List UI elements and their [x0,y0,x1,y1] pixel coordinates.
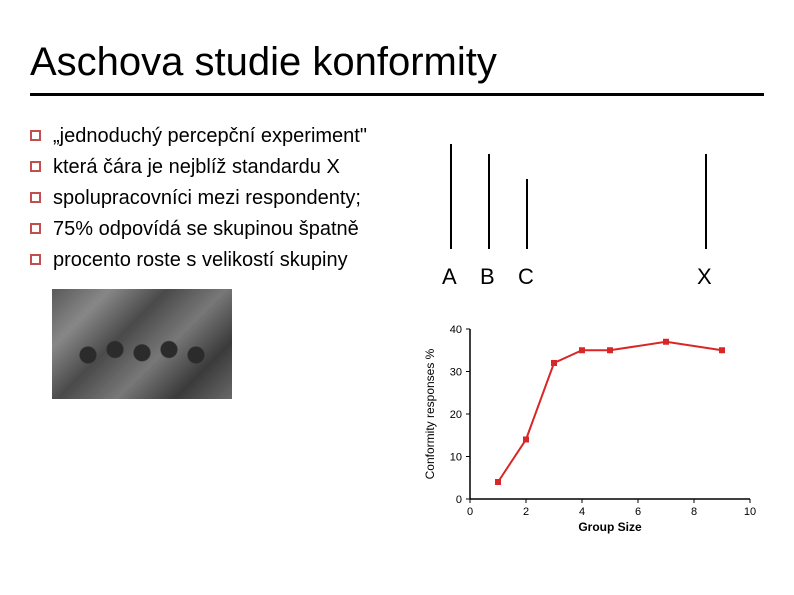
bullet-icon [30,192,41,203]
bullet-icon [30,161,41,172]
comparison-line-C [526,179,528,249]
title-underline [30,93,764,96]
svg-text:10: 10 [450,452,462,464]
svg-text:40: 40 [450,324,462,336]
list-item: „jednoduchý percepční experiment" [30,124,390,149]
line-label-X: X [697,264,712,290]
svg-text:8: 8 [691,506,697,518]
svg-text:4: 4 [579,506,585,518]
svg-text:0: 0 [456,494,462,506]
comparison-line-X [705,154,707,249]
svg-text:Group Size: Group Size [578,520,642,534]
list-item: 75% odpovídá se skupinou špatně [30,217,390,242]
bullet-text: procento roste s velikostí skupiny [53,248,390,273]
line-label-B: B [480,264,495,290]
svg-text:Conformity responses %: Conformity responses % [423,348,437,479]
comparison-line-B [488,154,490,249]
bullet-icon [30,130,41,141]
content-area: „jednoduchý percepční experiment" která … [30,124,764,399]
bullet-icon [30,223,41,234]
bullet-text: která čára je nejblíž standardu X [53,155,390,180]
bullet-icon [30,254,41,265]
conformity-chart: 0 10 20 30 40 0 2 4 6 8 10 Group Size Conformity res… [420,314,770,534]
svg-text:30: 30 [450,367,462,379]
svg-text:2: 2 [523,506,529,518]
bullet-list: „jednoduchý percepční experiment" která … [30,124,390,273]
svg-text:0: 0 [467,506,473,518]
svg-text:20: 20 [450,409,462,421]
list-item: která čára je nejblíž standardu X [30,155,390,180]
line-label-C: C [518,264,534,290]
bullet-text: „jednoduchý percepční experiment" [53,124,390,149]
bullet-text: spolupracovníci mezi respondenty; [53,186,390,211]
left-column: „jednoduchý percepční experiment" která … [30,124,390,399]
line-label-A: A [442,264,457,290]
list-item: procento roste s velikostí skupiny [30,248,390,273]
comparison-line-A [450,144,452,249]
right-column: ABCX 0102030400246810Group SizeConformit… [410,124,764,399]
svg-text:6: 6 [635,506,641,518]
list-item: spolupracovníci mezi respondenty; [30,186,390,211]
bullet-text: 75% odpovídá se skupinou špatně [53,217,390,242]
experiment-photo [52,289,232,399]
lines-comparison-diagram: ABCX [430,144,770,284]
chart-svg: 0 10 20 30 40 0 2 4 6 8 10 Group Size Conformity res… [420,314,770,534]
slide: Aschova studie konformity „jednoduchý pe… [0,0,794,419]
svg-text:10: 10 [744,506,756,518]
page-title: Aschova studie konformity [30,40,764,85]
